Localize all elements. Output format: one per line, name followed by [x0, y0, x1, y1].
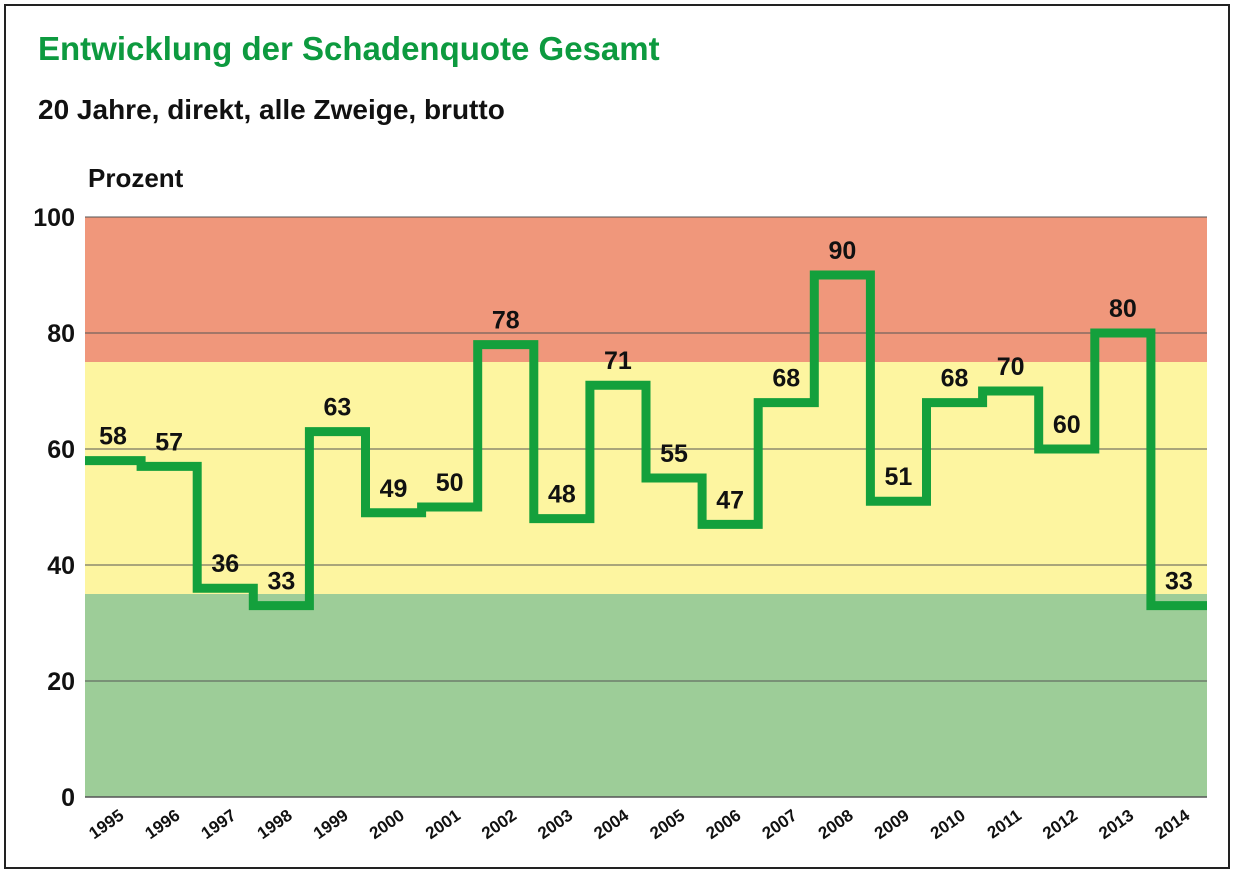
y-tick-label: 100	[33, 204, 75, 232]
data-label: 50	[436, 469, 464, 497]
x-tick-label: 2004	[590, 805, 632, 843]
y-tick-label: 40	[47, 552, 75, 580]
x-tick-label: 2009	[871, 806, 913, 843]
x-tick-label: 1999	[310, 806, 352, 843]
x-tick-label: 2005	[646, 806, 688, 843]
y-tick-label: 60	[47, 436, 75, 464]
data-label: 68	[772, 365, 800, 393]
x-tick-label: 1997	[198, 806, 240, 843]
data-label: 71	[604, 347, 632, 375]
data-label: 55	[660, 440, 688, 468]
x-tick-label: 2013	[1095, 806, 1137, 843]
x-tick-label: 1998	[254, 806, 296, 843]
data-label: 51	[885, 463, 913, 491]
x-tick-label: 2014	[1151, 805, 1193, 843]
data-label: 60	[1053, 411, 1081, 439]
data-label: 68	[941, 365, 969, 393]
y-tick-label: 80	[47, 320, 75, 348]
x-tick-label: 2002	[478, 806, 520, 843]
data-label: 33	[1165, 568, 1193, 596]
x-tick-label: 2003	[534, 806, 576, 843]
y-tick-label: 20	[47, 668, 75, 696]
data-label: 33	[267, 568, 295, 596]
chart-subtitle: 20 Jahre, direkt, alle Zweige, brutto	[38, 94, 505, 125]
x-tick-label: 2000	[366, 806, 408, 843]
y-tick-label: 0	[61, 784, 75, 812]
data-label: 57	[155, 428, 183, 456]
data-label: 49	[380, 475, 408, 503]
data-label: 58	[99, 423, 127, 451]
data-label: 47	[716, 486, 744, 514]
series-line	[85, 270, 1207, 611]
x-tick-label: 2001	[422, 806, 464, 843]
data-label: 78	[492, 307, 520, 335]
x-tick-label: 2006	[703, 806, 745, 843]
x-tick-label: 2011	[984, 806, 1025, 843]
data-label: 36	[211, 550, 239, 578]
data-label: 70	[997, 353, 1025, 381]
band-2	[85, 217, 1207, 362]
data-label: 48	[548, 481, 576, 509]
chart-title: Entwicklung der Schadenquote Gesamt	[38, 30, 660, 67]
data-label: 80	[1109, 295, 1137, 323]
x-tick-label: 2012	[1039, 806, 1081, 843]
data-label: 63	[324, 394, 352, 422]
x-tick-label: 2008	[815, 806, 857, 843]
x-tick-label: 2010	[927, 806, 969, 843]
band-0	[85, 594, 1207, 797]
x-tick-label: 2007	[759, 806, 801, 843]
x-tick-label: 1996	[142, 806, 184, 843]
x-tick-label: 1995	[85, 806, 127, 843]
y-axis-label: Prozent	[88, 163, 184, 193]
data-label: 90	[828, 237, 856, 265]
